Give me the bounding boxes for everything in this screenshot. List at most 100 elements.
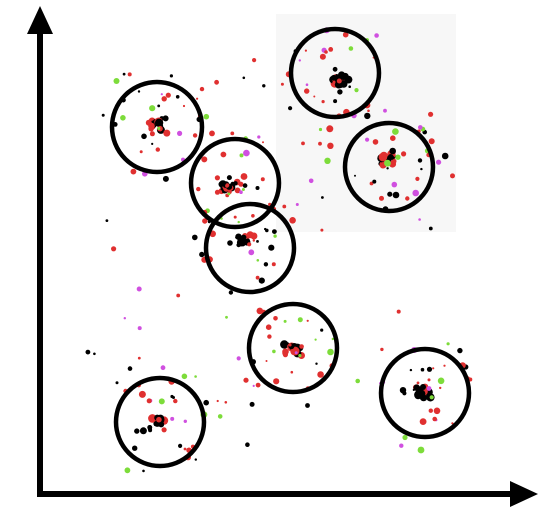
point [241,188,245,191]
point [340,74,347,80]
point [155,147,160,152]
point [224,401,228,404]
point [392,191,400,199]
point [237,220,240,224]
point [432,367,435,370]
point [367,109,370,113]
point [314,338,317,341]
point [214,79,220,85]
point [387,191,393,197]
point [162,175,169,182]
point [227,192,231,196]
cluster-rings [109,26,472,469]
point [142,469,145,473]
point [436,159,442,165]
point [354,174,356,177]
point [308,178,314,184]
point [154,118,164,128]
point [432,416,438,422]
point [429,395,434,400]
point [457,347,463,354]
point [238,181,244,187]
point [160,93,163,96]
point [413,384,421,392]
point [412,189,420,197]
point [252,239,255,242]
point [105,219,109,223]
point [236,238,246,247]
point [450,173,455,179]
point [372,139,379,145]
point [101,113,105,117]
point [203,113,210,120]
point [93,352,96,356]
point [294,351,298,355]
point [158,398,165,405]
point [262,84,266,88]
point [319,53,326,60]
point [317,371,324,378]
point [165,92,171,98]
point [320,328,324,332]
point [178,443,183,448]
point [132,445,138,451]
point [236,356,241,361]
point [313,95,316,98]
point [234,187,241,194]
point [402,434,408,441]
point [365,137,370,142]
point [415,176,420,181]
point [194,458,197,461]
point [267,334,272,339]
point [148,428,153,433]
point [386,167,389,170]
point [160,365,166,371]
point [248,249,255,256]
point [282,204,287,209]
point [244,239,249,244]
point [301,141,305,146]
point [115,381,119,385]
point [326,125,334,133]
point [257,135,261,139]
point [265,324,272,331]
point [418,125,423,130]
point [220,151,227,158]
point [280,82,284,86]
point [328,47,334,52]
point [138,390,146,398]
point [337,89,343,95]
point [148,122,155,130]
point [268,244,275,251]
point [127,72,132,77]
point [420,367,425,372]
point [428,408,433,413]
point [258,277,265,284]
point [321,196,324,199]
point [306,319,309,322]
point [182,104,186,108]
point [157,126,161,130]
point [130,168,137,175]
point [240,173,248,180]
background-panel [276,14,456,232]
point [289,217,296,224]
point [203,399,209,406]
point [137,326,142,331]
point [297,317,303,323]
point [134,428,140,434]
point [327,348,334,356]
point [209,130,215,137]
point [389,147,397,155]
point [245,442,250,448]
point [369,181,374,186]
point [127,366,133,371]
point [249,401,255,407]
point [255,186,260,190]
point [405,196,410,201]
point [149,131,155,137]
point [214,175,220,181]
point [390,135,396,141]
point [355,378,361,384]
